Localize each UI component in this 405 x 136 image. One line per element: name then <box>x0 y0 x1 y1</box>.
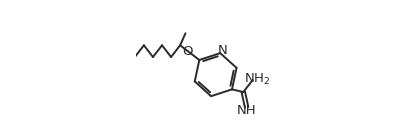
Text: NH$_2$: NH$_2$ <box>243 72 270 87</box>
Text: O: O <box>181 45 192 58</box>
Text: NH: NH <box>237 104 256 117</box>
Text: N: N <box>217 44 227 57</box>
